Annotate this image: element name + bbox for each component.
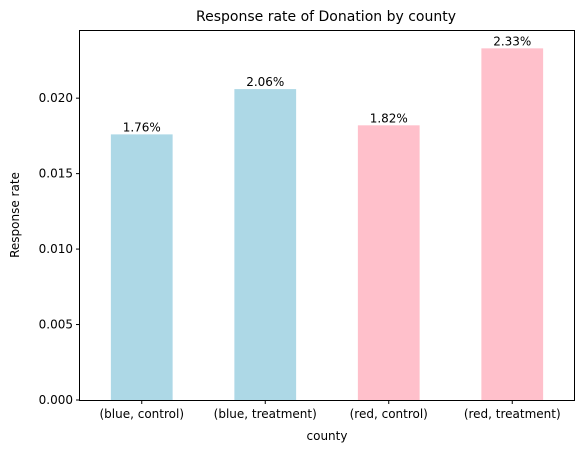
x-tick-label-4: (red, treatment) [464,407,561,421]
plot-frame [79,30,575,401]
x-axis: (blue, control) (blue, treatment) (red, co… [99,400,561,421]
data-label-4: 2.33% [493,34,531,48]
y-tick-label-1: 0.000 [39,393,73,407]
data-label-2: 2.06% [246,75,284,89]
y-tick-label-4: 0.015 [39,167,73,181]
bar-3 [357,125,420,401]
y-tick-label-3: 0.010 [39,242,73,256]
data-label-1: 1.76% [123,120,161,134]
y-tick-label-5: 0.020 [39,91,73,105]
x-tick-label-2: (blue, treatment) [214,407,317,421]
x-tick-label-1: (blue, control) [99,407,184,421]
bar-1 [110,134,173,400]
bars-layer [110,48,544,401]
chart-title: Response rate of Donation by county [196,9,456,25]
y-axis-label: Response rate [8,172,22,258]
bar-2 [234,89,297,400]
x-axis-label: county [307,429,348,443]
x-tick-label-3: (red, control) [350,407,428,421]
y-axis: 0.000 0.005 0.010 0.015 0.020 [39,91,80,407]
bar-4 [481,48,544,400]
data-labels-layer: 1.76% 2.06% 1.82% 2.33% [123,34,532,134]
data-label-3: 1.82% [370,111,408,125]
y-tick-label-2: 0.005 [39,318,73,332]
